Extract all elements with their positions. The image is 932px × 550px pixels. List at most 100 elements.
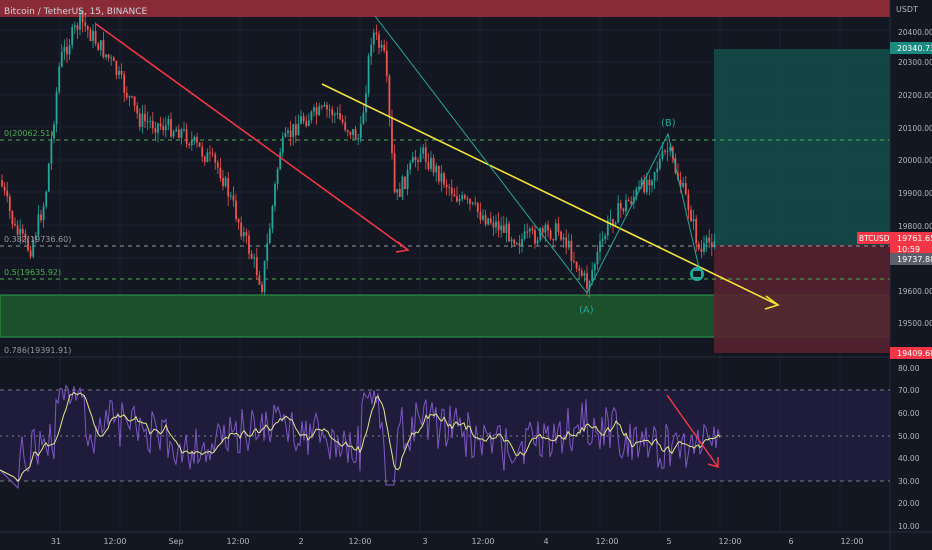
candle-body [700, 248, 703, 252]
candle-body [580, 270, 583, 276]
candle-body [94, 31, 97, 44]
candle-body [521, 238, 523, 246]
candle-body [705, 237, 708, 244]
candle-body [21, 228, 24, 234]
time-tick-label: 12:00 [595, 537, 618, 546]
candle-body [55, 91, 58, 125]
candle-body [393, 153, 396, 193]
candle-body [27, 238, 29, 251]
candle-body [310, 111, 313, 121]
candle-body [16, 225, 19, 235]
candle-body [692, 219, 695, 222]
price-tick-label: 20000.00 [898, 156, 932, 165]
price-tick-label: 20400.00 [898, 28, 932, 37]
candle-body [482, 215, 484, 220]
time-tick-label: 31 [51, 537, 61, 546]
candle-body [401, 176, 404, 198]
candle-body [320, 106, 323, 108]
buy-signal-icon[interactable] [690, 267, 704, 281]
candle-body [188, 143, 191, 146]
candle-body [713, 241, 716, 248]
fib-label-0786: 0.786(19391.91) [4, 346, 71, 355]
candle-body [266, 243, 269, 261]
fib-label-0382: 0.382(19736.60) [4, 235, 71, 244]
candle-body [229, 195, 232, 197]
last-price-badge [890, 232, 932, 256]
price-tick-label: 19900.00 [898, 189, 932, 198]
candle-body [513, 239, 516, 244]
long-position-stop-zone[interactable] [714, 245, 890, 353]
candle-body [463, 195, 466, 199]
candle-body [110, 57, 113, 59]
elliott-wave-lines[interactable] [374, 15, 701, 294]
candle-body [318, 106, 321, 116]
candle-body [547, 224, 549, 231]
candle-body [248, 235, 250, 254]
rsi-tick-label: 30.00 [898, 477, 920, 486]
candle-body [253, 257, 256, 259]
downtrend-line-yellow[interactable] [321, 83, 779, 306]
candle-body [409, 162, 412, 170]
candle-body [211, 153, 214, 155]
candle-body [367, 56, 370, 94]
candle-body [612, 219, 614, 225]
price-tick-label: 20300.00 [898, 58, 932, 67]
symbol-title[interactable]: Bitcoin / TetherUS, 15, BINANCE [4, 7, 148, 17]
candle-body [105, 54, 107, 58]
time-tick-label: 4 [543, 537, 548, 546]
wave-label-b: (B) [661, 118, 676, 129]
candle-body [354, 129, 357, 140]
long-position-target-zone[interactable] [714, 49, 890, 245]
candle-body [209, 152, 211, 154]
candle-body [112, 57, 115, 62]
candle-body [328, 109, 331, 111]
candle-body [206, 152, 209, 163]
candle-body [461, 195, 464, 199]
candle-body [541, 228, 544, 233]
candle-body [440, 173, 443, 182]
candle-body [648, 179, 651, 186]
candle-body [562, 237, 565, 240]
fib-label-05: 0.5(19635.92) [4, 268, 61, 277]
price-tick-label: 20200.00 [898, 91, 932, 100]
candle-body [357, 138, 360, 140]
candle-body [422, 147, 425, 154]
candle-body [149, 121, 152, 123]
candle-body [45, 191, 48, 207]
candle-body [339, 112, 341, 120]
candle-body [552, 239, 555, 241]
time-tick-label: 12:00 [103, 537, 126, 546]
candle-body [619, 203, 622, 209]
candle-body [658, 159, 661, 169]
time-axis[interactable]: 31 12:00 Sep 12:00 2 12:00 3 12:00 4 12:00 5 12:00 6… [51, 537, 864, 546]
candle-body [34, 235, 37, 241]
candle-body [690, 209, 692, 222]
candle-body [453, 194, 456, 197]
rsi-ma-line [0, 391, 721, 482]
downtrend-arrowhead-red [395, 241, 410, 253]
candle-body [414, 157, 417, 161]
candle-body [666, 150, 669, 152]
candle-body [640, 179, 643, 187]
candle-body [24, 233, 27, 239]
candle-body [170, 119, 172, 137]
candle-body [287, 130, 289, 133]
candle-body [300, 116, 302, 124]
downtrend-line-red[interactable] [95, 23, 409, 251]
candle-body [508, 223, 510, 242]
candle-body [625, 200, 627, 212]
target-price-text: 20340.73 [897, 44, 932, 53]
rsi-divergence-line[interactable] [666, 394, 719, 468]
candle-body [333, 114, 336, 116]
candle-body [684, 182, 687, 195]
currency-label: USDT [896, 5, 918, 14]
candle-body [398, 189, 401, 198]
candle-body [365, 93, 367, 113]
candle-body [406, 169, 409, 189]
candle-body [193, 136, 196, 141]
candle-body [37, 214, 40, 236]
price-axis-panel[interactable] [890, 0, 932, 550]
candle-body [284, 132, 287, 137]
candle-body [123, 74, 126, 93]
